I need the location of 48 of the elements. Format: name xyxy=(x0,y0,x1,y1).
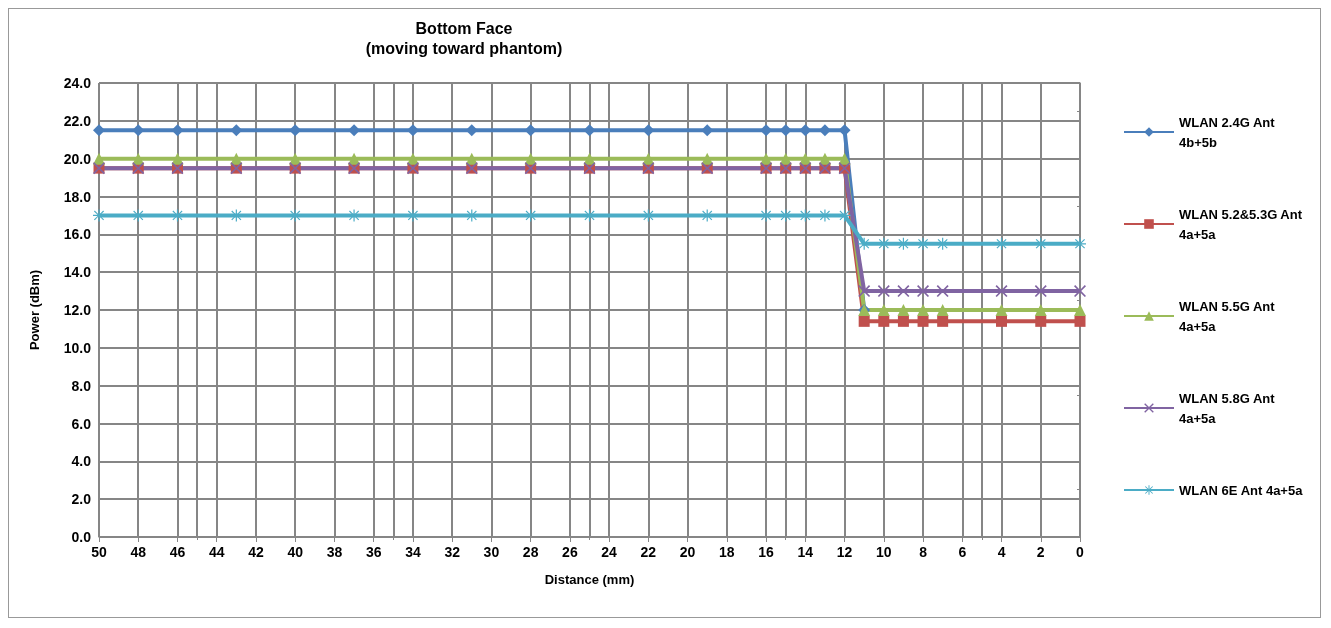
x-tick-label: 36 xyxy=(365,544,382,560)
x-tick-label: 48 xyxy=(130,544,147,560)
y-tick-label: 14.0 xyxy=(63,264,92,281)
x-tick-label: 30 xyxy=(483,544,500,560)
legend-label: WLAN 5.8G Ant 4a+5a xyxy=(1179,390,1279,426)
x-tick-label: 40 xyxy=(287,544,304,560)
x-tick-label: 32 xyxy=(444,544,461,560)
chart-subtitle: (moving toward phantom) xyxy=(365,39,563,57)
chart-title: Bottom Face xyxy=(415,19,513,37)
x-tick-label: 6 xyxy=(958,544,967,560)
y-tick-label: 18.0 xyxy=(63,188,92,205)
x-tick-label: 26 xyxy=(562,544,578,560)
x-tick-label: 10 xyxy=(876,544,892,560)
y-tick-label: 20.0 xyxy=(63,150,92,167)
x-tick-label: 50 xyxy=(91,544,107,560)
legend-label: WLAN 6E Ant 4a+5a xyxy=(1179,482,1304,498)
x-tick-label: 34 xyxy=(405,544,421,560)
x-tick-label: 8 xyxy=(919,544,928,560)
x-tick-label: 28 xyxy=(522,544,539,560)
x-tick-label: 18 xyxy=(719,544,735,560)
x-tick-label: 16 xyxy=(758,544,775,560)
y-tick-label: 6.0 xyxy=(71,415,92,432)
x-tick-label: 4 xyxy=(997,544,1006,560)
y-tick-label: 16.0 xyxy=(63,226,92,243)
y-tick-label: 0.0 xyxy=(71,529,92,545)
y-tick-label: 12.0 xyxy=(63,302,92,318)
y-tick-label: 2.0 xyxy=(71,491,92,508)
y-tick-label: 22.0 xyxy=(63,112,92,129)
y-tick-label: 8.0 xyxy=(71,377,92,394)
x-tick-label: 22 xyxy=(640,544,657,560)
y-tick-label: 4.0 xyxy=(71,453,92,470)
legend-label: WLAN 5.2&5.3G Ant 4a+5a xyxy=(1179,206,1306,242)
x-tick-label: 12 xyxy=(836,544,853,560)
x-axis-title: Distance (mm) xyxy=(544,572,635,587)
y-axis-title: Power (dBm) xyxy=(27,269,42,351)
x-tick-label: 2 xyxy=(1036,544,1045,560)
legend-label: WLAN 5.5G Ant 4a+5a xyxy=(1179,298,1279,334)
x-tick-label: 24 xyxy=(601,544,618,560)
y-tick-label: 10.0 xyxy=(63,339,92,356)
x-tick-label: 0 xyxy=(1076,544,1085,560)
x-tick-label: 14 xyxy=(797,544,814,560)
x-tick-label: 44 xyxy=(208,544,225,560)
y-tick-label: 24.0 xyxy=(63,75,92,91)
x-tick-label: 20 xyxy=(679,544,696,560)
x-tick-label: 38 xyxy=(326,544,343,560)
x-tick-label: 42 xyxy=(248,544,264,560)
x-tick-label: 46 xyxy=(169,544,186,560)
legend-label: WLAN 2.4G Ant 4b+5b xyxy=(1179,114,1279,150)
